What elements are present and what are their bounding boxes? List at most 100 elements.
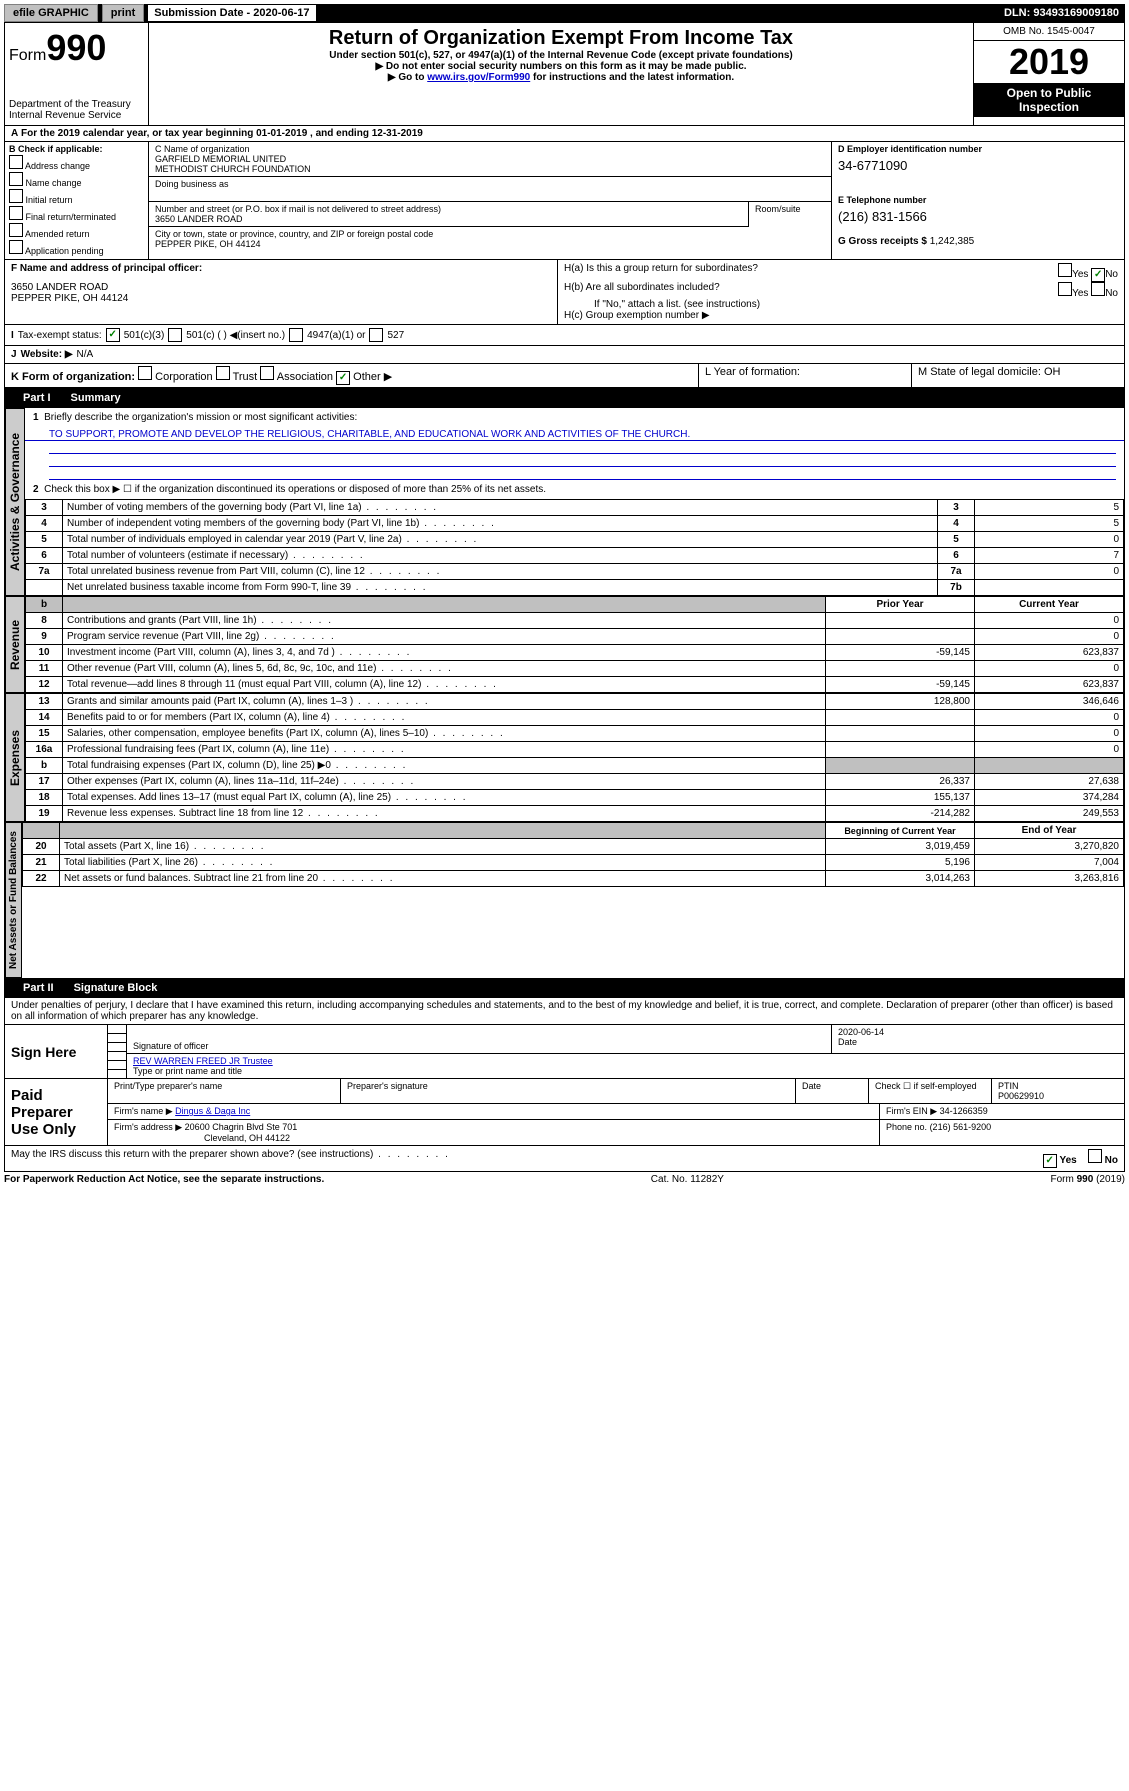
cb-corp[interactable] — [138, 366, 152, 380]
discuss-yes[interactable] — [1043, 1154, 1057, 1168]
h-a-label: H(a) Is this a group return for subordin… — [564, 263, 758, 282]
ptin-value: P00629910 — [998, 1091, 1118, 1101]
instructions-link[interactable]: www.irs.gov/Form990 — [427, 72, 530, 83]
ha-no[interactable] — [1091, 268, 1105, 282]
discuss-text: May the IRS discuss this return with the… — [11, 1149, 373, 1160]
form-word: Form — [9, 47, 46, 64]
cb-trust[interactable] — [216, 366, 230, 380]
tax-exempt-label: Tax-exempt status: — [18, 330, 102, 341]
phone-label: E Telephone number — [838, 195, 1118, 205]
sig-date-label: Date — [838, 1037, 1118, 1047]
part1-label: Part I — [13, 390, 61, 406]
firm-phone-label: Phone no. — [886, 1122, 927, 1132]
city-label: City or town, state or province, country… — [155, 229, 825, 239]
part2-label: Part II — [13, 980, 64, 996]
table-row: Net unrelated business taxable income fr… — [26, 580, 1124, 596]
form-org-label: K Form of organization: — [11, 371, 135, 383]
self-employed-label: Check ☐ if self-employed — [869, 1079, 992, 1103]
beg-year-hdr: Beginning of Current Year — [826, 823, 975, 839]
form-number: 990 — [46, 27, 106, 68]
omb-number: OMB No. 1545-0047 — [974, 23, 1124, 41]
h-b-label: H(b) Are all subordinates included? — [564, 282, 720, 299]
efile-graphic-button[interactable]: efile GRAPHIC — [4, 4, 98, 22]
website-label: Website: ▶ — [21, 349, 73, 360]
mission-text: TO SUPPORT, PROMOTE AND DEVELOP THE RELI… — [25, 427, 1124, 441]
table-row: 13Grants and similar amounts paid (Part … — [26, 694, 1124, 710]
submission-date: Submission Date - 2020-06-17 — [148, 5, 315, 21]
ptin-label: PTIN — [998, 1081, 1118, 1091]
part2-header: Part II Signature Block — [5, 978, 1124, 998]
paid-preparer-block: Paid Preparer Use Only Print/Type prepar… — [4, 1079, 1125, 1146]
preparer-sig-label: Preparer's signature — [341, 1079, 796, 1103]
year-formation-label: L Year of formation: — [699, 364, 912, 387]
dln-label: DLN: 93493169009180 — [998, 5, 1125, 21]
cb-application-pending[interactable]: Application pending — [9, 240, 144, 256]
open-public-label: Open to Public Inspection — [974, 83, 1124, 117]
table-row: 15Salaries, other compensation, employee… — [26, 726, 1124, 742]
period-text: For the 2019 calendar year, or tax year … — [21, 128, 423, 139]
hb-yes[interactable] — [1058, 282, 1072, 296]
cb-501c[interactable] — [168, 328, 182, 342]
prior-year-hdr: Prior Year — [826, 597, 975, 613]
dept-label: Department of the Treasury — [9, 99, 144, 110]
discuss-no[interactable] — [1088, 1149, 1102, 1163]
box-b-checklist: B Check if applicable: Address change Na… — [5, 142, 149, 259]
street-value: 3650 LANDER ROAD — [155, 214, 742, 224]
tax-year: 2019 — [974, 41, 1124, 83]
subtitle-1: Under section 501(c), 527, or 4947(a)(1)… — [153, 50, 969, 61]
cb-assoc[interactable] — [260, 366, 274, 380]
subtitle-2: ▶ Do not enter social security numbers o… — [153, 61, 969, 72]
officer-label: F Name and address of principal officer: — [11, 263, 202, 274]
side-governance: Activities & Governance — [5, 408, 25, 596]
table-row: bTotal fundraising expenses (Part IX, co… — [26, 758, 1124, 774]
cb-initial-return[interactable]: Initial return — [9, 189, 144, 205]
dba-label: Doing business as — [155, 179, 825, 189]
ha-yes[interactable] — [1058, 263, 1072, 277]
phone-value: (216) 831-1566 — [838, 205, 1118, 228]
table-row: 8Contributions and grants (Part VIII, li… — [26, 613, 1124, 629]
sign-here-label: Sign Here — [5, 1025, 108, 1078]
officer-name-link[interactable]: REV WARREN FREED JR Trustee — [133, 1056, 273, 1066]
cb-address-change[interactable]: Address change — [9, 155, 144, 171]
firm-addr1: 20600 Chagrin Blvd Ste 701 — [185, 1122, 298, 1132]
h-b-note: If "No," attach a list. (see instruction… — [564, 299, 1118, 310]
hb-no[interactable] — [1091, 282, 1105, 296]
preparer-date-label: Date — [796, 1079, 869, 1103]
form-header: Form990 Department of the Treasury Inter… — [5, 23, 1124, 126]
sign-here-block: Sign Here Signature of officer 2020-06-1… — [4, 1025, 1125, 1079]
table-row: 3Number of voting members of the governi… — [26, 500, 1124, 516]
cb-4947[interactable] — [289, 328, 303, 342]
table-row: 6Total number of volunteers (estimate if… — [26, 548, 1124, 564]
org-name-2: METHODIST CHURCH FOUNDATION — [155, 164, 825, 174]
cb-501c3[interactable] — [106, 328, 120, 342]
cb-527[interactable] — [369, 328, 383, 342]
q2-text: Check this box ▶ ☐ if the organization d… — [44, 484, 546, 495]
table-row: 20Total assets (Part X, line 16)3,019,45… — [23, 839, 1124, 855]
table-row: 21Total liabilities (Part X, line 26)5,1… — [23, 855, 1124, 871]
sig-officer-label: Signature of officer — [133, 1041, 825, 1051]
officer-name-label: Type or print name and title — [133, 1066, 1118, 1076]
firm-ein-label: Firm's EIN ▶ — [886, 1106, 937, 1116]
cb-final-return[interactable]: Final return/terminated — [9, 206, 144, 222]
print-button[interactable]: print — [102, 4, 144, 22]
h-c-label: H(c) Group exemption number ▶ — [564, 310, 1118, 321]
table-row: 14Benefits paid to or for members (Part … — [26, 710, 1124, 726]
ein-value: 34-6771090 — [838, 154, 1118, 177]
cb-other[interactable] — [336, 371, 350, 385]
top-bar: efile GRAPHIC print Submission Date - 20… — [4, 4, 1125, 22]
cb-name-change[interactable]: Name change — [9, 172, 144, 188]
table-row: 12Total revenue—add lines 8 through 11 (… — [26, 677, 1124, 693]
perjury-text: Under penalties of perjury, I declare th… — [5, 998, 1124, 1024]
table-row: 9Program service revenue (Part VIII, lin… — [26, 629, 1124, 645]
table-row: 4Number of independent voting members of… — [26, 516, 1124, 532]
part1-title: Summary — [71, 392, 121, 404]
firm-name-link[interactable]: Dingus & Daga Inc — [175, 1106, 250, 1116]
website-value: N/A — [77, 349, 94, 360]
firm-addr-label: Firm's address ▶ — [114, 1122, 182, 1132]
revenue-table: b Prior Year Current Year 8Contributions… — [25, 596, 1124, 693]
ein-label: D Employer identification number — [838, 144, 1118, 154]
part2-title: Signature Block — [74, 982, 158, 994]
side-net-assets: Net Assets or Fund Balances — [5, 822, 22, 978]
street-label: Number and street (or P.O. box if mail i… — [155, 204, 742, 214]
cb-amended-return[interactable]: Amended return — [9, 223, 144, 239]
